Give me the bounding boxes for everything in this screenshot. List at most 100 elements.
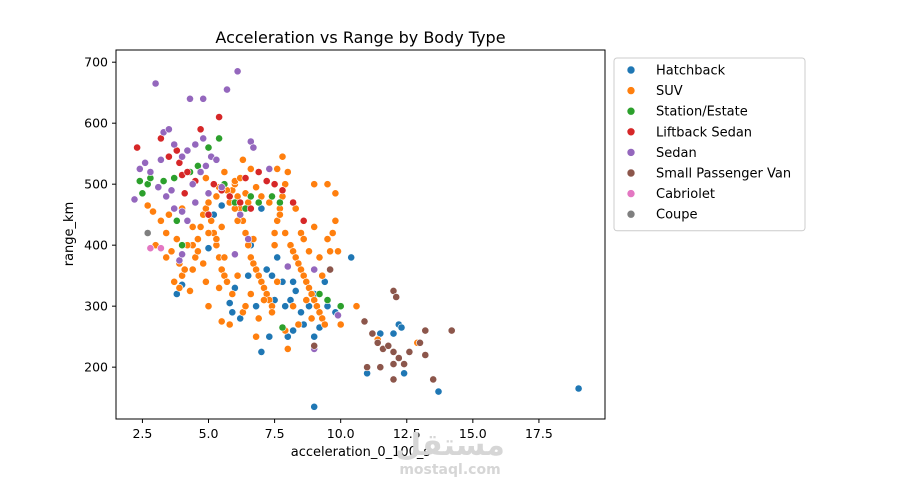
x-tick-label: 2.5 xyxy=(132,426,152,441)
point-suv xyxy=(294,320,303,329)
point-suv xyxy=(204,229,213,237)
point-suv xyxy=(180,265,189,274)
legend-label-suv: SUV xyxy=(656,84,683,99)
point-small-passenger-van xyxy=(421,351,430,359)
point-sedan xyxy=(167,186,176,195)
y-tick-label: 600 xyxy=(84,116,108,131)
point-hatchback xyxy=(347,253,356,262)
point-suv xyxy=(302,296,311,304)
point-suv xyxy=(305,247,313,256)
point-small-passenger-van xyxy=(376,363,385,372)
point-sedan xyxy=(230,250,239,259)
point-suv xyxy=(172,235,181,243)
point-suv xyxy=(275,210,284,219)
x-tick-label: 10.0 xyxy=(327,426,355,441)
point-station-estate xyxy=(278,323,287,332)
point-suv xyxy=(201,277,210,286)
point-station-estate xyxy=(159,177,168,185)
y-tick-label: 400 xyxy=(84,238,108,253)
point-suv xyxy=(143,201,152,210)
legend-marker-small-passenger-van xyxy=(626,168,636,178)
point-suv xyxy=(167,247,176,256)
x-tick-label: 17.5 xyxy=(525,426,553,441)
point-liftback-sedan xyxy=(299,216,308,225)
point-suv xyxy=(323,235,332,243)
plot-area xyxy=(115,49,606,420)
legend-label-small-passenger-van: Small Passenger Van xyxy=(656,167,791,182)
point-station-estate xyxy=(268,192,276,201)
point-liftback-sedan xyxy=(164,152,173,161)
point-suv xyxy=(215,283,223,292)
point-suv xyxy=(149,207,157,216)
point-suv xyxy=(204,198,213,207)
point-small-passenger-van xyxy=(389,360,398,368)
point-hatchback xyxy=(297,308,305,317)
point-hatchback xyxy=(268,271,276,280)
y-tick-label: 200 xyxy=(84,360,108,375)
point-suv xyxy=(315,253,324,262)
point-suv xyxy=(318,271,327,280)
x-tick-label: 15.0 xyxy=(459,426,487,441)
y-tick-label: 500 xyxy=(84,177,108,192)
legend-marker-coupe xyxy=(626,209,636,219)
point-station-estate xyxy=(172,216,181,225)
point-station-estate xyxy=(315,290,324,298)
point-small-passenger-van xyxy=(373,338,382,347)
legend-marker-liftback-sedan xyxy=(626,127,636,137)
point-small-passenger-van xyxy=(368,329,377,338)
point-station-estate xyxy=(178,241,186,250)
point-liftback-sedan xyxy=(209,180,218,189)
point-sedan xyxy=(141,158,149,167)
point-sedan xyxy=(178,207,186,216)
point-sedan xyxy=(178,250,186,259)
legend-label-coupe: Coupe xyxy=(656,208,698,223)
data-points xyxy=(130,67,583,411)
point-sedan xyxy=(154,183,163,192)
legend-label-sedan: Sedan xyxy=(656,146,697,161)
point-suv xyxy=(336,320,345,329)
point-suv xyxy=(241,302,250,311)
point-sedan xyxy=(135,164,144,173)
point-sedan xyxy=(130,195,139,204)
legend-marker-station-estate xyxy=(626,106,636,116)
point-hatchback xyxy=(289,277,297,286)
point-liftback-sedan xyxy=(204,210,213,219)
point-suv xyxy=(246,164,255,173)
point-suv xyxy=(320,320,329,329)
point-liftback-sedan xyxy=(278,186,287,195)
point-hatchback xyxy=(228,308,237,317)
point-hatchback xyxy=(289,326,297,335)
point-hatchback xyxy=(291,286,300,295)
point-liftback-sedan xyxy=(180,189,189,198)
point-suv xyxy=(283,344,292,353)
legend-label-liftback-sedan: Liftback Sedan xyxy=(656,125,752,140)
point-station-estate xyxy=(170,174,179,182)
point-small-passenger-van xyxy=(384,341,393,350)
point-liftback-sedan xyxy=(262,177,271,185)
point-sedan xyxy=(223,85,231,94)
point-liftback-sedan xyxy=(289,198,297,207)
point-sedan xyxy=(151,79,160,88)
point-cabriolet xyxy=(146,244,155,253)
legend-box xyxy=(613,57,806,232)
point-hatchback xyxy=(397,323,406,332)
point-liftback-sedan xyxy=(133,143,141,152)
point-liftback-sedan xyxy=(225,192,234,201)
point-sedan xyxy=(188,180,197,189)
point-suv xyxy=(281,229,290,237)
legend-label-station-estate: Station/Estate xyxy=(656,105,748,120)
axes-frame xyxy=(115,49,606,420)
point-small-passenger-van xyxy=(392,293,401,301)
point-hatchback xyxy=(281,302,290,311)
point-suv xyxy=(268,308,276,317)
point-station-estate xyxy=(323,296,332,304)
y-tick-label: 300 xyxy=(84,299,108,314)
point-suv xyxy=(220,253,229,262)
legend: Hatchback SUV Station/Estate Liftback Sedan… xyxy=(613,57,806,232)
point-sedan xyxy=(201,161,210,170)
point-hatchback xyxy=(310,402,319,411)
point-liftback-sedan xyxy=(196,125,205,134)
point-suv xyxy=(252,183,260,192)
point-suv xyxy=(199,259,208,268)
